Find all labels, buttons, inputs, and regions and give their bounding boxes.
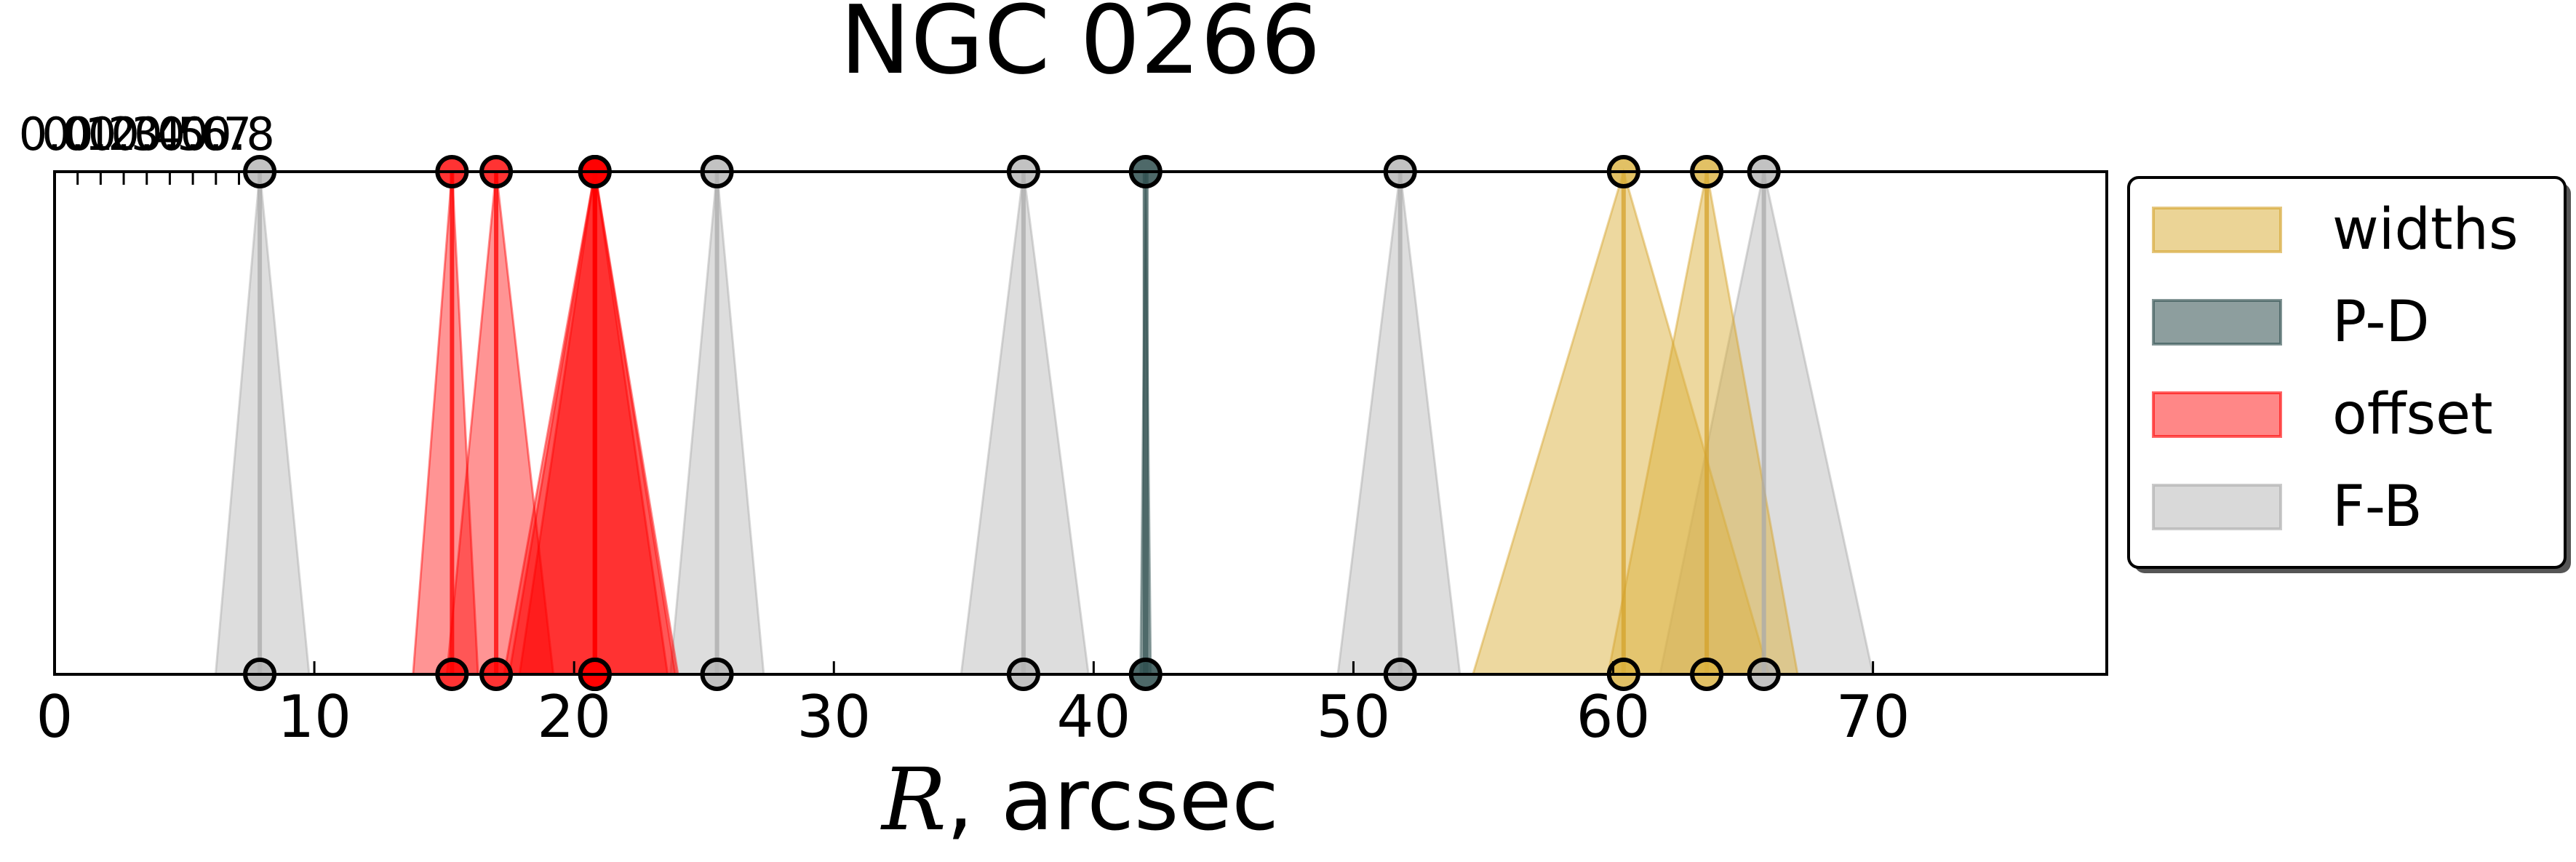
plot-area xyxy=(214,155,1875,691)
bottom-tick-label: 50 xyxy=(1317,683,1391,751)
legend: widths P-D offset F-B xyxy=(2127,176,2571,573)
legend-swatch-fb xyxy=(2152,484,2282,530)
top-tick-label: 0.2 xyxy=(65,108,137,161)
legend-items: widths P-D offset F-B xyxy=(2152,197,2519,540)
x-axis-unit: , arcsec xyxy=(946,749,1279,850)
top-tick-label: 0.3 xyxy=(88,108,160,161)
x-axis-label: R, arcsec xyxy=(880,749,1279,850)
bottom-tick-label: 40 xyxy=(1056,683,1131,751)
bottom-tick-label: 10 xyxy=(277,683,351,751)
bottom-axis: 0 10 20 30 40 50 60 70 xyxy=(36,661,1910,751)
top-tick-label: 0.6 xyxy=(157,108,229,161)
legend-box xyxy=(2127,176,2567,569)
bottom-tick-label: 20 xyxy=(537,683,611,751)
legend-label-pd: P-D xyxy=(2332,290,2430,355)
top-tick-label: 0.4 xyxy=(111,108,183,161)
bottom-tick-label: 70 xyxy=(1836,683,1910,751)
legend-label-offset: offset xyxy=(2332,382,2493,447)
plot-frame xyxy=(53,170,2108,676)
top-axis: 0.00.10.20.30.40.50.60.70.8 xyxy=(19,108,275,185)
bottom-tick-label: 0 xyxy=(36,683,73,751)
legend-swatch-widths xyxy=(2152,207,2282,253)
legend-swatch-offset xyxy=(2152,391,2282,438)
x-axis-symbol: R xyxy=(880,749,946,850)
legend-swatch-pd xyxy=(2152,299,2282,346)
bottom-tick-label: 30 xyxy=(797,683,871,751)
top-tick-label: 0.0 xyxy=(19,108,91,161)
top-tick-label: 0.1 xyxy=(41,108,113,161)
range-triangle-fb-0 xyxy=(214,171,311,676)
chart-title: NGC 0266 xyxy=(840,0,1321,95)
top-tick-label: 0.7 xyxy=(180,108,252,161)
top-tick-label: 0.5 xyxy=(134,108,206,161)
legend-label-fb: F-B xyxy=(2332,474,2423,540)
bottom-tick-label: 60 xyxy=(1576,683,1651,751)
range-triangle-offset-4 xyxy=(518,171,677,676)
top-tick-label: 0.8 xyxy=(203,108,275,161)
legend-label-widths: widths xyxy=(2332,197,2519,263)
